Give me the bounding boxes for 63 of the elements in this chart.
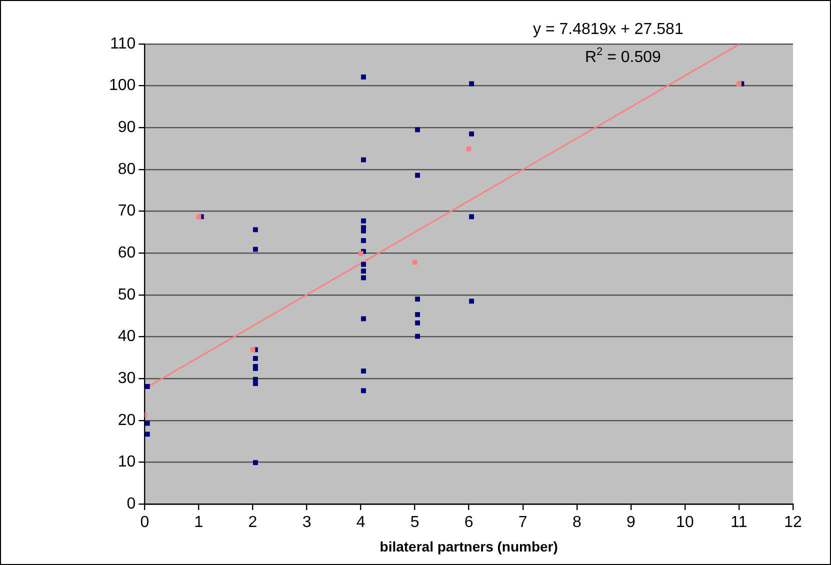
point — [361, 228, 366, 234]
x-tick-label: 0 — [140, 514, 150, 532]
y-tick-label: 70 — [118, 202, 136, 220]
x-tick-label: 5 — [410, 514, 420, 532]
y-tick-label: 0 — [126, 495, 136, 512]
point — [252, 246, 258, 252]
point — [361, 275, 366, 280]
y-tick-label: 30 — [118, 370, 136, 387]
y-tick-label: 40 — [118, 328, 136, 346]
x-tick-label: 11 — [730, 514, 748, 532]
x-tick-label: 10 — [676, 514, 694, 532]
point — [361, 157, 366, 162]
point — [144, 432, 150, 437]
point — [469, 214, 474, 220]
point — [415, 127, 420, 132]
y-tick-label: 110 — [110, 35, 136, 52]
x-tick-label: 1 — [194, 514, 204, 532]
point — [144, 384, 150, 389]
point — [361, 368, 366, 374]
point — [361, 388, 366, 394]
point — [252, 381, 258, 386]
x-tick-label: 8 — [572, 514, 582, 532]
point — [196, 214, 202, 220]
point — [361, 218, 366, 224]
point — [252, 460, 258, 466]
point — [361, 238, 366, 244]
x-tick-label: 9 — [626, 514, 636, 532]
y-tick-label: 100 — [108, 77, 136, 94]
point — [415, 296, 420, 302]
point — [361, 268, 366, 274]
point — [415, 172, 420, 178]
y-tick-label: 60 — [118, 244, 136, 262]
y-tick-label: 90 — [118, 119, 136, 136]
point — [250, 347, 256, 352]
y-tick-label: 50 — [118, 286, 136, 304]
point — [469, 298, 474, 304]
x-tick-label: 7 — [518, 514, 528, 532]
point — [361, 262, 366, 267]
x-tick-label: 3 — [302, 514, 312, 532]
point — [252, 366, 258, 371]
point — [252, 356, 258, 361]
point — [361, 316, 366, 322]
x-tick-label: 2 — [248, 514, 258, 532]
point — [252, 227, 258, 232]
point — [144, 420, 150, 426]
x-tick-label: 4 — [356, 514, 366, 532]
text: y = 7.4819x + 27.581 — [533, 21, 684, 38]
point — [361, 74, 366, 80]
point — [736, 81, 742, 86]
point — [415, 334, 420, 339]
point — [469, 81, 474, 86]
point — [358, 251, 364, 256]
x-axis-title: bilateral partners (number) — [380, 538, 558, 554]
y-tick-label: 80 — [118, 160, 136, 178]
y-tick-label: 20 — [118, 412, 136, 429]
point — [469, 131, 474, 136]
y-tick-label: 10 — [118, 454, 136, 471]
point — [466, 146, 472, 152]
point — [412, 260, 418, 265]
x-tick-label: 6 — [464, 514, 474, 532]
point — [415, 320, 420, 326]
x-tick-label: 12 — [784, 514, 802, 532]
point — [415, 312, 420, 318]
